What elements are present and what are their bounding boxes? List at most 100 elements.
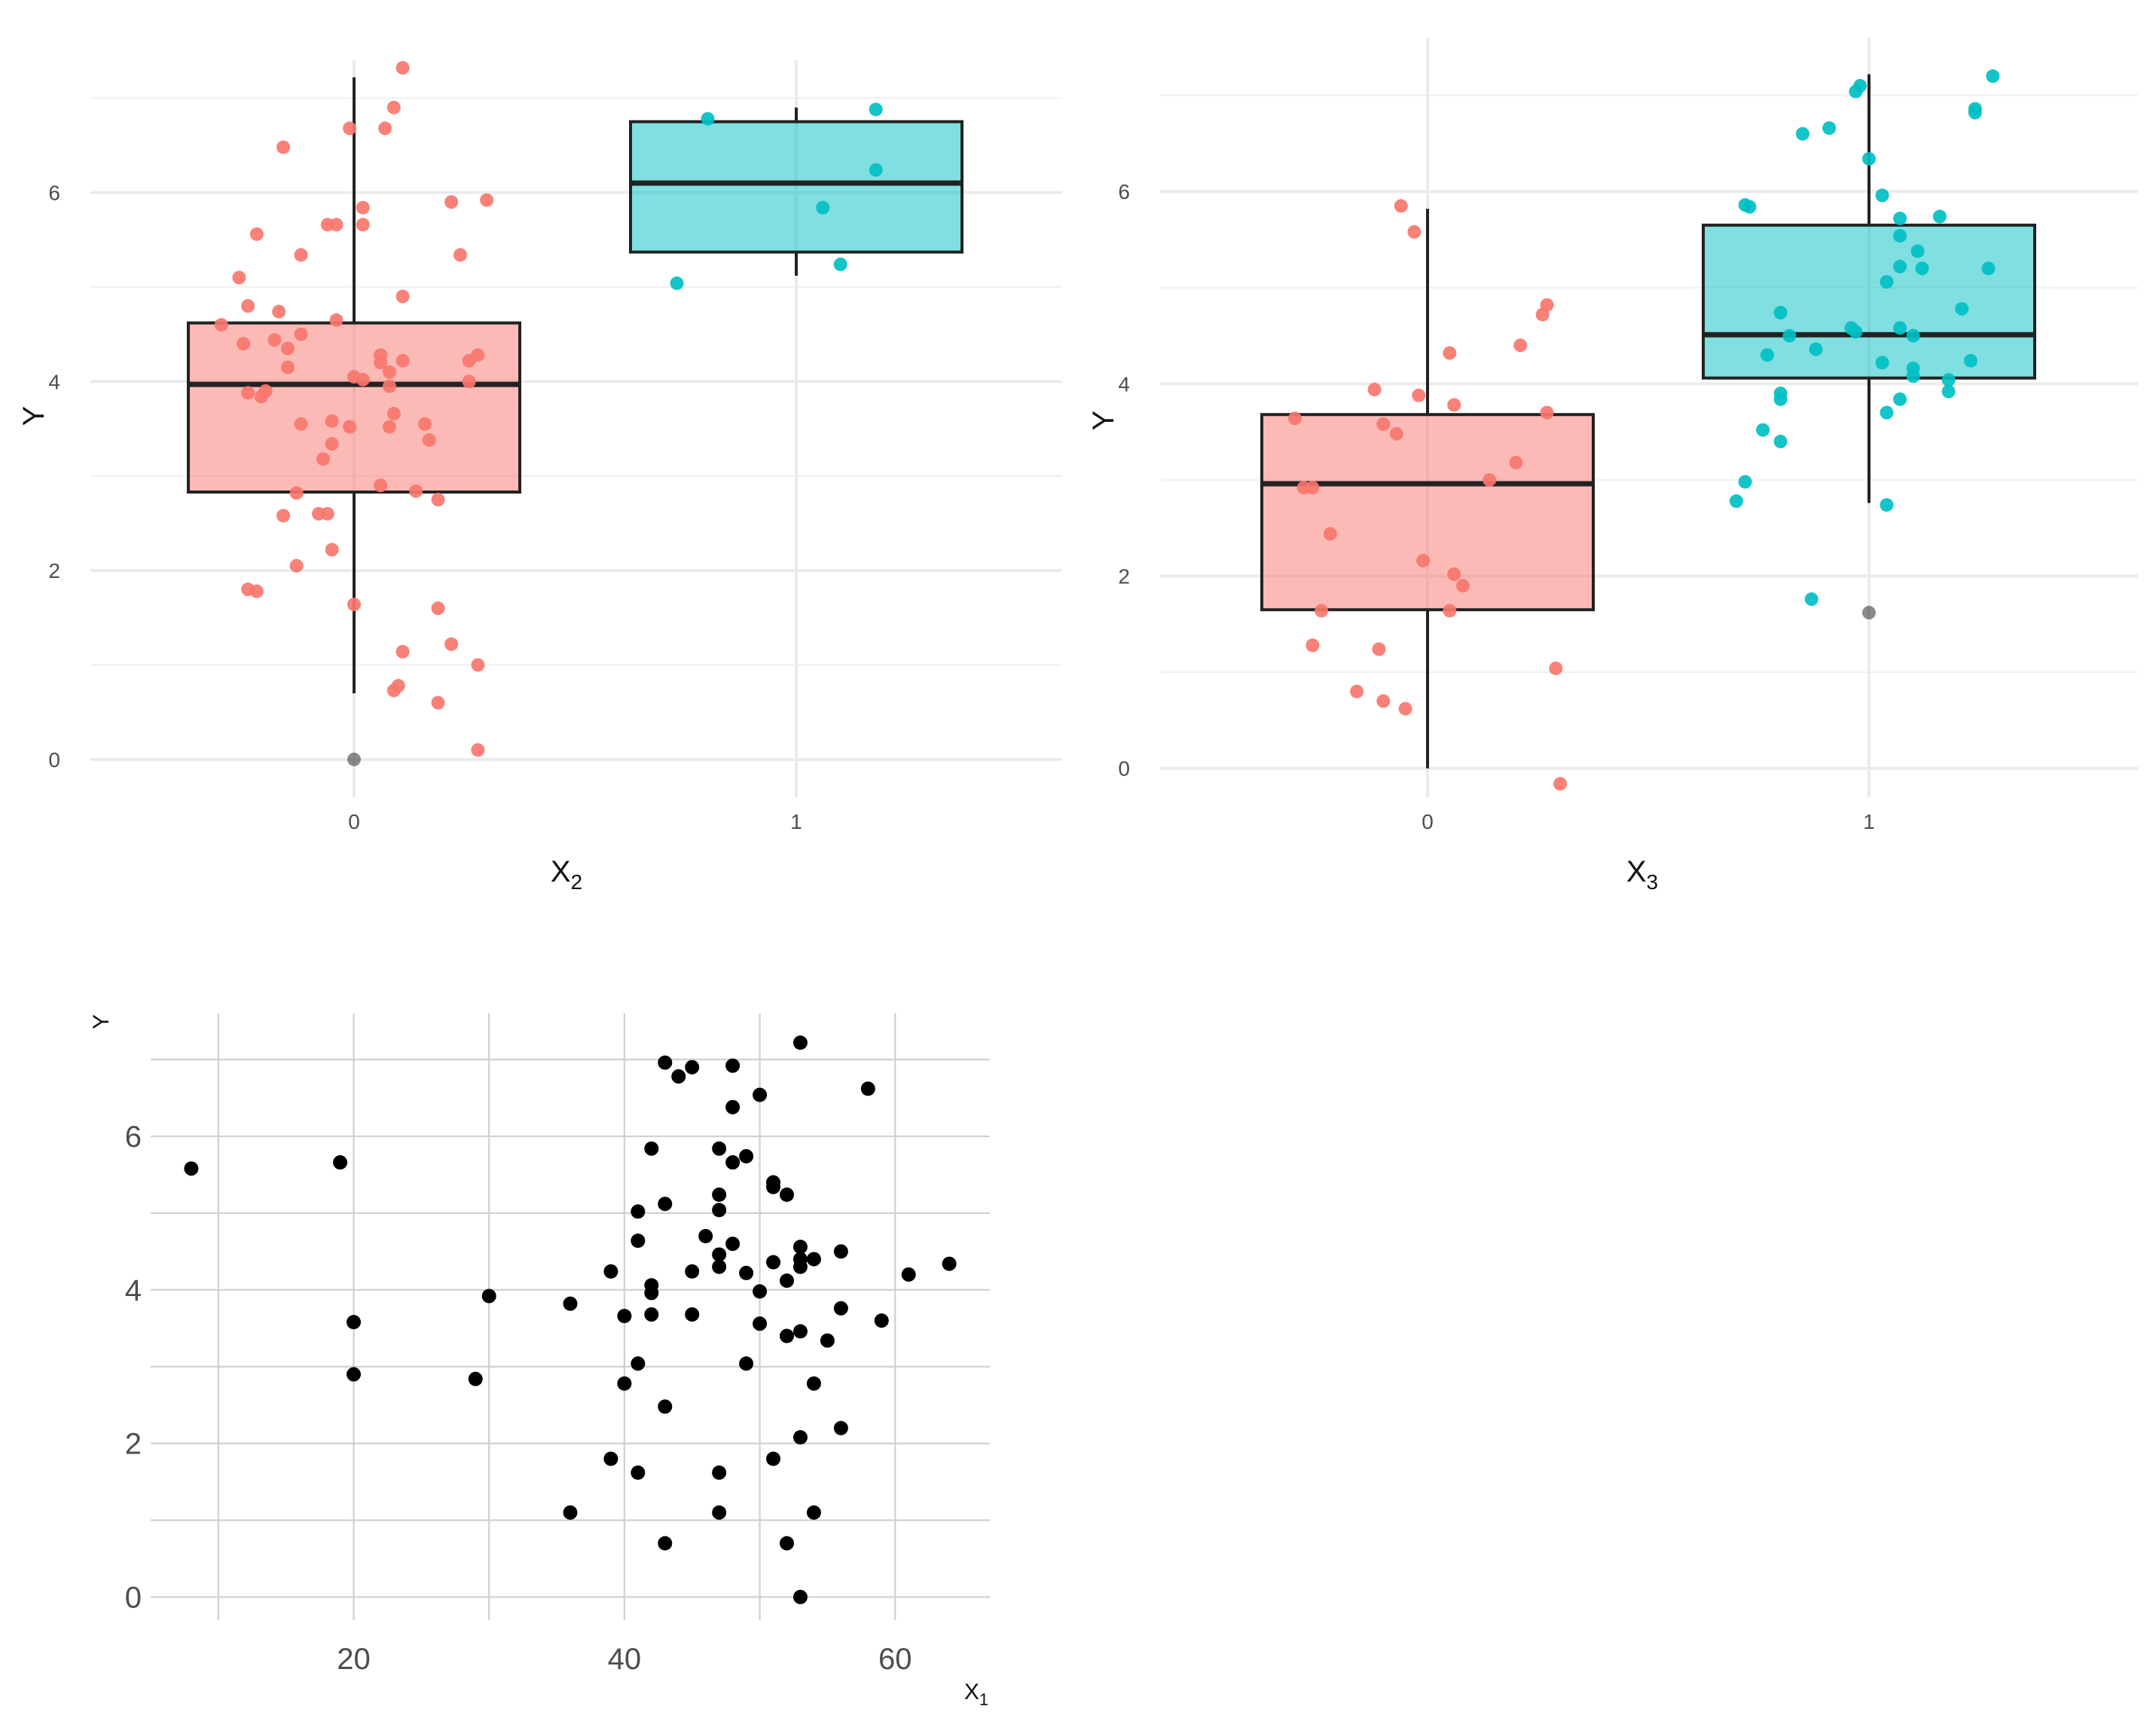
jitter-point [343, 121, 357, 136]
scatter-point [347, 1367, 362, 1382]
jitter-point [1540, 405, 1554, 420]
scatter-point [739, 1149, 754, 1164]
scatter-point [631, 1204, 646, 1219]
jitter-point [272, 304, 286, 319]
jitter-point [453, 248, 467, 262]
scatter-point [833, 1301, 848, 1316]
scatter-point [617, 1376, 632, 1391]
scatter-point [725, 1058, 741, 1073]
jitter-point [280, 360, 295, 374]
jitter-point [431, 493, 445, 507]
jitter-point [1782, 329, 1797, 343]
scatter-point [644, 1285, 659, 1301]
scatter-point [820, 1333, 835, 1348]
jitter-point [325, 543, 339, 557]
scatter-point [712, 1141, 727, 1156]
jitter-point [325, 414, 339, 428]
jitter-point [1809, 342, 1823, 356]
jitter-point [1306, 481, 1320, 495]
jitter-point [670, 276, 684, 290]
jitter-point [249, 227, 264, 241]
jitter-point [374, 356, 388, 370]
jitter-point [241, 386, 255, 400]
scatter-point [712, 1259, 727, 1274]
jitter-point [1407, 225, 1422, 239]
jitter-point [471, 743, 485, 757]
y-tick-label: 4 [125, 1274, 142, 1307]
scatter-point [766, 1179, 781, 1194]
jitter-point [1910, 244, 1925, 258]
jitter-point [1862, 151, 1876, 166]
jitter-point [374, 478, 388, 493]
jitter-point [289, 486, 304, 500]
jitter-point [395, 644, 410, 659]
scatter-point [753, 1316, 768, 1331]
grid-x1 [151, 1013, 990, 1620]
boxes-x3 [1260, 74, 2036, 769]
jitter-point [869, 163, 883, 177]
jitter-point [1941, 384, 1956, 399]
scatter-point [671, 1069, 686, 1084]
jitter-point [1553, 777, 1568, 791]
scatter-point [739, 1265, 754, 1280]
jitter-point [1315, 604, 1329, 618]
scatter-point [631, 1233, 646, 1249]
scatter-point [685, 1059, 700, 1075]
jitter-point [1306, 638, 1320, 653]
scatter-point [766, 1255, 781, 1270]
jitter-point [289, 558, 304, 573]
scatter-point [658, 1536, 673, 1551]
jitter-point [294, 417, 308, 431]
jitter-point [1906, 369, 1920, 384]
jitter-point [1773, 305, 1788, 319]
jitter-point [276, 509, 291, 523]
scatter-point [658, 1197, 673, 1212]
jitter-point [480, 193, 494, 207]
jitter-point [1795, 127, 1809, 141]
x-tick-label: 60 [878, 1643, 912, 1676]
points-x1 [184, 1035, 957, 1604]
scatter-point [860, 1081, 875, 1096]
scatter-point [792, 1324, 808, 1339]
scatter-point [481, 1288, 496, 1304]
y-tick-label: 0 [1118, 757, 1130, 781]
jitter-point [1738, 475, 1752, 489]
jitter-point [382, 365, 396, 379]
jitter-point [356, 200, 370, 215]
scatter-point [603, 1264, 618, 1279]
x-tick-label: 1 [790, 810, 802, 833]
jitter-point [1389, 426, 1403, 441]
outlier-point [1862, 606, 1876, 620]
scatter-point [725, 1155, 741, 1170]
x-axis-title-x2: X2 [551, 855, 582, 894]
box-1 [1702, 74, 2036, 620]
jitter-point [382, 420, 396, 434]
scatter-point [725, 1237, 741, 1252]
jitter-point [1932, 209, 1947, 224]
jitter-point [1893, 321, 1907, 335]
jitter-point [320, 218, 334, 232]
jitter-point [1915, 261, 1929, 276]
scatter-point [806, 1505, 821, 1520]
y-axis-title-x3: Y [1087, 411, 1120, 431]
jitter-point [1372, 642, 1386, 656]
jitter-point [1760, 348, 1774, 362]
scatter-point [942, 1256, 957, 1271]
jitter-point [386, 100, 401, 115]
jitter-point [316, 452, 330, 466]
scatter-point [603, 1451, 618, 1466]
jitter-point [1941, 373, 1956, 387]
y-tick-label: 0 [125, 1581, 142, 1614]
scatter-point [792, 1035, 808, 1050]
jitter-point [382, 379, 396, 393]
jitter-point [1773, 392, 1788, 406]
scatter-point [631, 1465, 646, 1480]
jitter-point [869, 102, 883, 117]
jitter-point [1880, 405, 1894, 420]
box-iqr [1260, 413, 1595, 612]
outlier-point [347, 752, 361, 766]
y-tick-label: 0 [48, 748, 60, 772]
jitter-point [1756, 423, 1770, 437]
